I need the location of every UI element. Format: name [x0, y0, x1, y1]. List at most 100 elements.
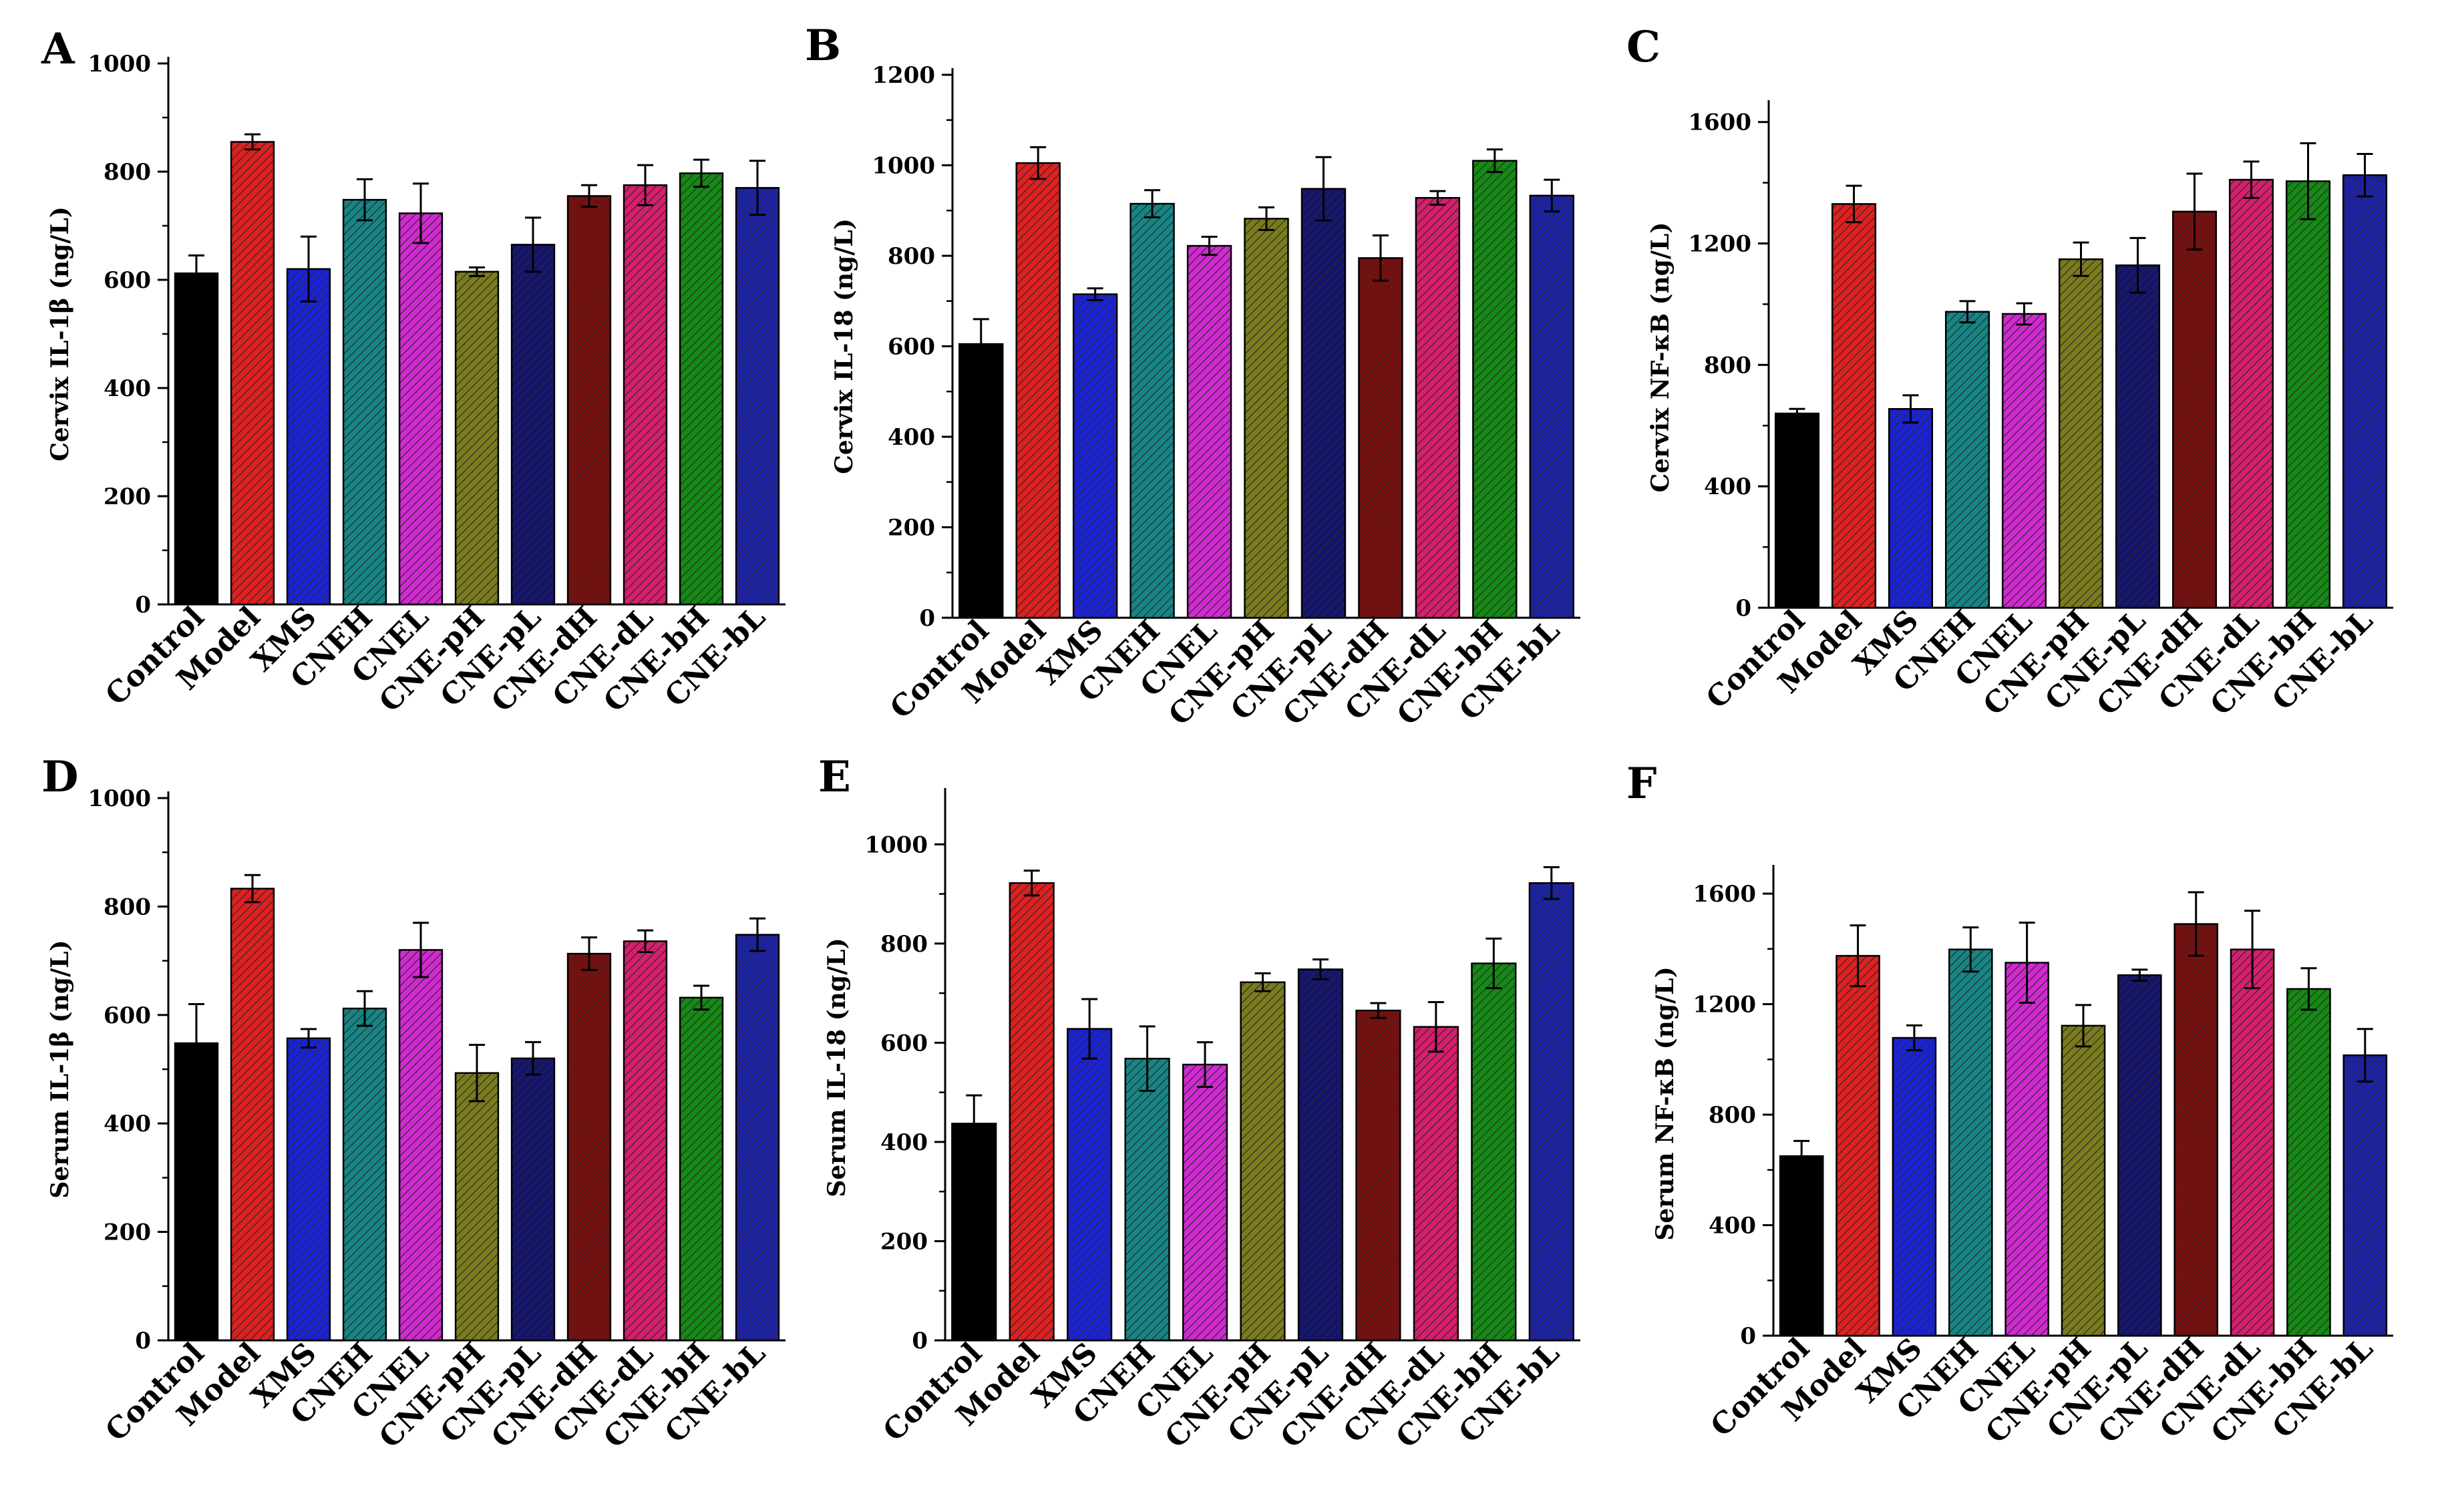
bar-xms — [286, 268, 331, 606]
bar-cne-dl — [623, 184, 668, 606]
bar-cne-ph — [2061, 1024, 2106, 1337]
y-axis-label: Serum IL-1β (ng/L) — [46, 940, 74, 1198]
bar-cne-pl — [510, 244, 556, 606]
y-tick-label: 1200 — [1688, 231, 1751, 258]
y-tick-label: 0 — [1740, 1323, 1756, 1350]
y-tick-label: 200 — [880, 1228, 928, 1255]
bar-cneh — [1948, 948, 1993, 1337]
y-tick-label: 1600 — [1693, 881, 1756, 908]
y-tick-label: 1600 — [1688, 110, 1751, 136]
bar-cnel — [1186, 244, 1232, 619]
bar-cne-dh — [2171, 210, 2218, 609]
bar-cne-pl — [1300, 188, 1347, 619]
bar-cne-bh — [1471, 962, 1517, 1342]
bar-model — [1015, 162, 1061, 619]
y-tick-label: 800 — [104, 894, 151, 920]
bar-cne-pl — [1297, 968, 1344, 1342]
bar-cne-dl — [1413, 1026, 1459, 1342]
bar-cne-bh — [679, 172, 724, 606]
bar-xms — [1072, 293, 1118, 619]
bar-cne-dh — [2173, 923, 2219, 1337]
y-tick-label: 400 — [880, 1129, 928, 1156]
bar-cne-dh — [566, 195, 612, 606]
bar-model — [230, 141, 275, 606]
y-axis-label: Serum IL-18 (ng/L) — [823, 938, 851, 1197]
y-tick-label: 800 — [888, 243, 935, 270]
bar-cne-bl — [2342, 1054, 2388, 1337]
y-axis-label: Cervix IL-18 (ng/L) — [830, 218, 858, 474]
chart-panel-b: B 0 200 400 600 800 1000 1200 Cervix IL-18 (ng/L… — [805, 21, 1580, 732]
bar-control — [951, 1123, 997, 1342]
y-tick-label: 0 — [912, 1328, 928, 1354]
bar-cne-bl — [1528, 882, 1574, 1342]
bar-cne-bh — [2286, 988, 2331, 1337]
bar-cne-bl — [735, 187, 780, 606]
y-tick-label: 600 — [888, 334, 935, 361]
y-tick-label: 600 — [104, 267, 151, 294]
panel-letter: E — [818, 752, 851, 802]
bar-cneh — [342, 1007, 387, 1342]
bar-model — [1009, 882, 1055, 1342]
bar-cne-ph — [454, 270, 500, 606]
y-tick-label: 800 — [880, 931, 928, 958]
bar-cnel — [2001, 313, 2047, 609]
panel-letter: D — [41, 752, 79, 802]
bar-cneh — [1129, 202, 1175, 619]
bar-cnel — [2004, 962, 2049, 1337]
y-tick-label: 0 — [919, 605, 935, 632]
bar-cneh — [1124, 1057, 1170, 1342]
y-tick-label: 800 — [1709, 1102, 1756, 1129]
y-tick-label: 1000 — [88, 785, 151, 812]
bar-control — [1779, 1155, 1824, 1337]
bar-cne-pl — [2117, 974, 2162, 1337]
bar-xms — [1892, 1036, 1937, 1337]
bar-cne-bh — [2285, 180, 2331, 609]
y-tick-label: 0 — [135, 1328, 151, 1354]
bar-cne-pl — [2115, 264, 2161, 609]
y-tick-label: 400 — [888, 424, 935, 451]
bar-cneh — [1944, 311, 1990, 609]
bar-control — [1774, 412, 1820, 609]
panel-letter: F — [1626, 759, 1656, 809]
y-tick-label: 0 — [1735, 595, 1751, 622]
bar-cne-dl — [2230, 948, 2275, 1337]
bar-cne-dh — [1358, 257, 1403, 619]
y-tick-label: 800 — [104, 159, 151, 186]
y-axis-label: Serum NF-κB (ng/L) — [1651, 966, 1679, 1240]
bar-cne-bl — [735, 934, 780, 1342]
panel-letter: C — [1626, 22, 1661, 72]
bar-cne-ph — [1244, 218, 1289, 619]
y-tick-label: 200 — [104, 1219, 151, 1246]
bar-control — [174, 1042, 219, 1342]
y-tick-label: 400 — [1704, 474, 1751, 500]
y-tick-label: 200 — [104, 484, 151, 510]
bar-xms — [1888, 408, 1934, 609]
bar-cne-dl — [623, 940, 668, 1342]
bar-cneh — [342, 198, 387, 606]
y-tick-label: 400 — [104, 375, 151, 402]
bar-control — [958, 343, 1004, 619]
y-tick-label: 200 — [888, 515, 935, 542]
y-tick-label: 800 — [1704, 352, 1751, 379]
panel-letter: A — [41, 24, 75, 74]
y-tick-label: 600 — [104, 1002, 151, 1029]
bar-model — [230, 888, 275, 1342]
panel-letter: B — [805, 21, 841, 71]
bar-cne-bh — [1472, 160, 1518, 619]
y-axis-label: Cervix IL-1β (ng/L) — [46, 206, 74, 461]
y-tick-label: 1200 — [872, 62, 935, 89]
y-tick-label: 600 — [880, 1030, 928, 1057]
bar-cne-bl — [2342, 174, 2388, 609]
y-tick-label: 1000 — [872, 153, 935, 180]
bar-cnel — [398, 212, 444, 606]
bar-control — [174, 272, 219, 606]
bar-cne-dh — [1355, 1009, 1401, 1342]
bar-xms — [1067, 1028, 1113, 1342]
bar-cne-dl — [2228, 178, 2274, 609]
y-tick-label: 1000 — [88, 51, 151, 77]
bar-cne-dh — [566, 952, 612, 1342]
